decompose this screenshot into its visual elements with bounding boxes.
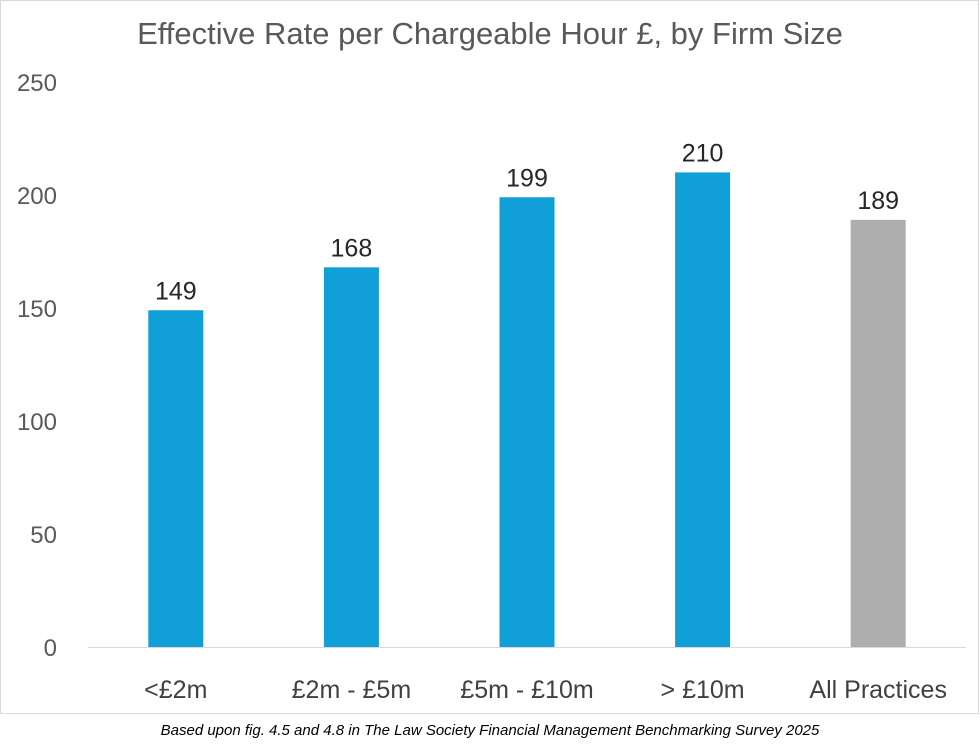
data-label: 189	[857, 187, 899, 215]
source-footnote: Based upon fig. 4.5 and 4.8 in The Law S…	[160, 722, 820, 739]
x-tick-label: £5m - £10m	[460, 676, 593, 704]
bars	[148, 172, 906, 648]
data-label: 210	[682, 139, 724, 167]
x-axis-labels: <£2m £2m - £5m £5m - £10m > £10m All Practic…	[144, 676, 947, 704]
data-labels: 149 168 199 210 189	[155, 139, 899, 305]
x-tick-label: £2m - £5m	[292, 676, 411, 704]
y-tick-label: 150	[17, 296, 57, 323]
y-tick-label: 100	[17, 409, 57, 436]
x-tick-label: All Practices	[809, 676, 947, 704]
y-tick-label: 50	[30, 522, 57, 549]
bar	[323, 267, 379, 647]
data-label: 199	[506, 164, 548, 192]
data-label: 149	[155, 277, 197, 305]
bar	[499, 197, 555, 647]
chart-title: Effective Rate per Chargeable Hour £, by…	[137, 16, 843, 51]
x-tick-label: > £10m	[661, 676, 745, 704]
bar	[148, 310, 204, 647]
y-tick-label: 250	[17, 70, 57, 97]
bar	[675, 172, 731, 647]
x-tick-label: <£2m	[144, 676, 207, 704]
data-label: 168	[331, 234, 373, 262]
y-axis-ticks: 0 50 100 150 200 250	[17, 70, 57, 662]
y-tick-label: 0	[44, 635, 57, 662]
y-tick-label: 200	[17, 183, 57, 210]
bar	[850, 219, 906, 648]
bar-chart: Effective Rate per Chargeable Hour £, by…	[17, 16, 966, 704]
